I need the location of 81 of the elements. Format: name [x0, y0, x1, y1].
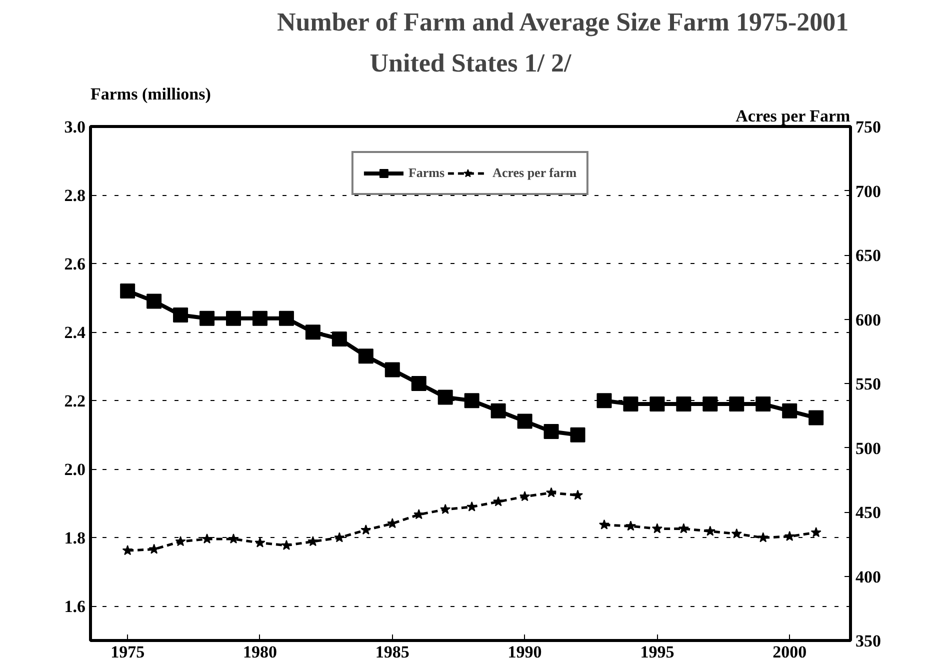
y2-tick-label: 350 [856, 632, 881, 650]
y2-tick-label: 550 [856, 374, 881, 394]
y-tick-label: 2.6 [64, 254, 86, 274]
point [438, 390, 453, 405]
point [252, 310, 268, 326]
y2-tick-label: 400 [856, 567, 881, 586]
y-tick-label: 1.6 [64, 597, 86, 616]
point [384, 362, 400, 378]
x-tick-label: 1980 [242, 642, 277, 662]
point [756, 396, 771, 412]
y-tick-label: 2.8 [64, 186, 86, 206]
chart-title: Number of Farm and Average Size Farm 1975-2001 [276, 8, 849, 36]
x-tick-label: 2000 [772, 642, 807, 662]
y2-tick-label: 650 [856, 246, 881, 265]
point [175, 536, 186, 546]
y2-tick-label: 700 [856, 182, 881, 201]
point [702, 396, 718, 412]
point [598, 519, 610, 530]
point [120, 283, 136, 298]
point [464, 393, 480, 408]
chart-subtitle: United States 1/ 2/ [370, 48, 572, 78]
point [625, 520, 636, 531]
point [678, 523, 689, 534]
point [570, 427, 586, 442]
point [411, 376, 426, 391]
point [278, 310, 294, 326]
point [332, 331, 347, 346]
point [731, 528, 742, 538]
point [228, 533, 239, 544]
point [596, 393, 612, 408]
point [360, 524, 372, 535]
point [810, 527, 822, 538]
point [440, 504, 451, 514]
y2-tick-label: 450 [856, 503, 881, 522]
point [520, 491, 530, 502]
point [305, 324, 320, 340]
point [572, 490, 584, 500]
x-tick-label: 1990 [508, 642, 542, 662]
y2-tick-label: 500 [856, 438, 881, 458]
point [808, 410, 824, 426]
point [782, 403, 798, 418]
point [758, 532, 768, 542]
point [676, 396, 692, 412]
legend-label: Acres per farm [492, 165, 577, 181]
point [623, 396, 638, 412]
point [652, 523, 662, 534]
y-tick-label: 1.8 [64, 528, 86, 548]
y-axis-title: Farms (millions) [90, 84, 211, 104]
point [173, 307, 188, 322]
point [466, 501, 478, 512]
x-tick-label: 1985 [375, 642, 410, 662]
point [358, 348, 374, 364]
y-tick-label: 2.0 [64, 460, 86, 480]
point [490, 403, 506, 418]
y-tick-label: 2.4 [64, 323, 86, 342]
point [729, 396, 744, 412]
point [493, 496, 504, 506]
y-tick-label: 3.0 [64, 118, 86, 136]
point [146, 294, 162, 309]
x-tick-label: 1995 [640, 642, 674, 662]
y2-axis-title: Acres per Farm [736, 106, 850, 126]
point [200, 310, 215, 326]
y-tick-label: 2.2 [64, 392, 86, 411]
point [308, 536, 318, 546]
point [334, 532, 345, 542]
point [281, 540, 292, 550]
y2-tick-label: 750 [856, 118, 881, 136]
point [122, 545, 133, 556]
legend-label: Farms [408, 165, 445, 181]
point [226, 310, 241, 326]
point [784, 530, 795, 541]
point [704, 526, 716, 536]
y2-tick-label: 600 [856, 310, 881, 330]
point [650, 396, 665, 412]
point [414, 509, 424, 520]
point [546, 487, 557, 498]
point [148, 544, 160, 554]
point [544, 424, 559, 439]
point [517, 414, 532, 429]
point [254, 537, 266, 548]
x-tick-label: 1975 [110, 642, 145, 662]
